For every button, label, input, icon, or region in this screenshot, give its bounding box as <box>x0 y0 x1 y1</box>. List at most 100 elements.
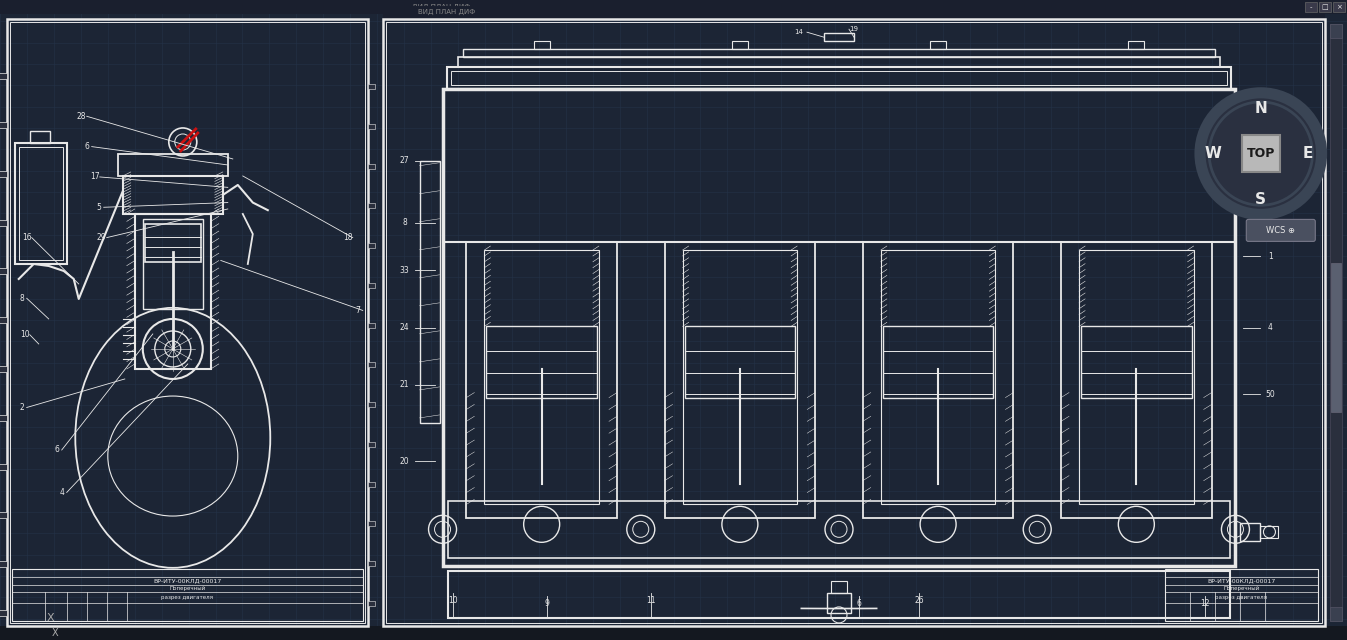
Bar <box>0 513 7 518</box>
Bar <box>683 250 797 504</box>
Text: 2: 2 <box>19 403 24 412</box>
Text: 29: 29 <box>97 233 106 242</box>
Bar <box>0 73 7 79</box>
Bar <box>368 84 374 89</box>
Text: X: X <box>51 628 58 638</box>
Bar <box>1331 607 1343 621</box>
Bar <box>9 22 365 623</box>
Bar <box>458 57 1220 67</box>
Bar <box>123 176 222 214</box>
Text: TOP: TOP <box>1246 147 1276 160</box>
Text: 26: 26 <box>915 596 924 605</box>
Bar <box>882 326 993 397</box>
Text: X: X <box>46 613 54 623</box>
Bar <box>419 161 439 423</box>
Text: 1: 1 <box>1268 252 1273 260</box>
Text: 33: 33 <box>400 266 409 275</box>
Bar <box>0 317 7 323</box>
Bar <box>383 19 1325 626</box>
Bar <box>664 242 815 518</box>
Text: 24: 24 <box>400 323 409 332</box>
Bar <box>824 33 854 41</box>
Bar <box>0 171 7 177</box>
Bar <box>368 124 374 129</box>
Bar <box>383 5 1325 19</box>
Bar <box>30 131 50 143</box>
Bar <box>385 22 1323 623</box>
Text: 5: 5 <box>96 203 101 212</box>
Text: 50: 50 <box>1266 390 1276 399</box>
Bar <box>485 250 599 504</box>
Bar <box>368 243 374 248</box>
Text: разрез двигателя: разрез двигателя <box>1215 595 1268 600</box>
Text: 8: 8 <box>19 294 24 303</box>
Bar <box>368 482 374 486</box>
Bar <box>0 0 1347 14</box>
Text: ВР-ИТУ-00КЛД-00017: ВР-ИТУ-00КЛД-00017 <box>154 578 221 583</box>
Bar <box>135 214 210 369</box>
Bar <box>0 366 7 372</box>
Text: 4: 4 <box>59 488 65 497</box>
Bar <box>1331 263 1342 412</box>
Bar <box>443 89 1235 242</box>
Text: W: W <box>1206 146 1222 161</box>
Text: 18: 18 <box>343 233 353 242</box>
Bar <box>1305 2 1317 12</box>
Bar <box>1331 24 1343 38</box>
Bar <box>0 268 7 275</box>
Text: 28: 28 <box>77 112 86 121</box>
Bar <box>462 49 1215 57</box>
Bar <box>368 283 374 288</box>
Bar <box>450 71 1227 85</box>
Bar <box>0 610 7 616</box>
Text: WCS ⊕: WCS ⊕ <box>1266 226 1296 235</box>
Text: 8: 8 <box>403 218 407 227</box>
Text: 10: 10 <box>20 330 30 339</box>
Bar <box>931 41 946 49</box>
Text: -: - <box>1309 4 1312 10</box>
Bar <box>533 41 550 49</box>
Text: 27: 27 <box>400 156 409 165</box>
FancyBboxPatch shape <box>1246 220 1315 241</box>
Text: 12: 12 <box>1200 600 1210 609</box>
Text: 10: 10 <box>447 596 458 605</box>
Bar <box>12 569 362 621</box>
Bar <box>1129 41 1145 49</box>
Text: 6: 6 <box>857 600 862 609</box>
Bar <box>384 6 485 18</box>
Bar <box>1082 326 1192 397</box>
Bar <box>368 561 374 566</box>
Bar <box>7 19 368 626</box>
Bar <box>368 601 374 606</box>
Bar <box>368 402 374 407</box>
Bar <box>0 415 7 420</box>
Text: 4: 4 <box>1268 323 1273 332</box>
Bar <box>368 164 374 169</box>
Text: 11: 11 <box>647 596 656 605</box>
Text: 17: 17 <box>90 172 100 182</box>
Bar <box>447 67 1231 89</box>
Text: 21: 21 <box>400 380 409 389</box>
Bar <box>443 89 1235 566</box>
Bar <box>831 581 847 593</box>
Text: 9: 9 <box>544 600 550 609</box>
Bar <box>368 204 374 209</box>
Text: разрез двигателя: разрез двигателя <box>162 595 213 600</box>
Bar <box>1061 242 1212 518</box>
Text: ВИД ПЛАН ДИФ: ВИД ПЛАН ДИФ <box>412 4 470 10</box>
Text: N: N <box>1254 100 1268 115</box>
Bar <box>486 326 597 397</box>
Bar <box>0 626 1347 640</box>
Bar <box>1241 523 1261 541</box>
Text: ВИД ПЛАН ДИФ: ВИД ПЛАН ДИФ <box>418 9 474 15</box>
Bar <box>15 143 67 264</box>
Text: ×: × <box>1336 4 1342 10</box>
Bar <box>19 147 63 260</box>
Bar <box>368 362 374 367</box>
Bar <box>1261 526 1278 538</box>
Text: 20: 20 <box>400 456 409 465</box>
Text: 7: 7 <box>356 306 360 315</box>
Text: 6: 6 <box>85 142 89 151</box>
Bar <box>1319 2 1331 12</box>
Text: E: E <box>1303 146 1313 161</box>
